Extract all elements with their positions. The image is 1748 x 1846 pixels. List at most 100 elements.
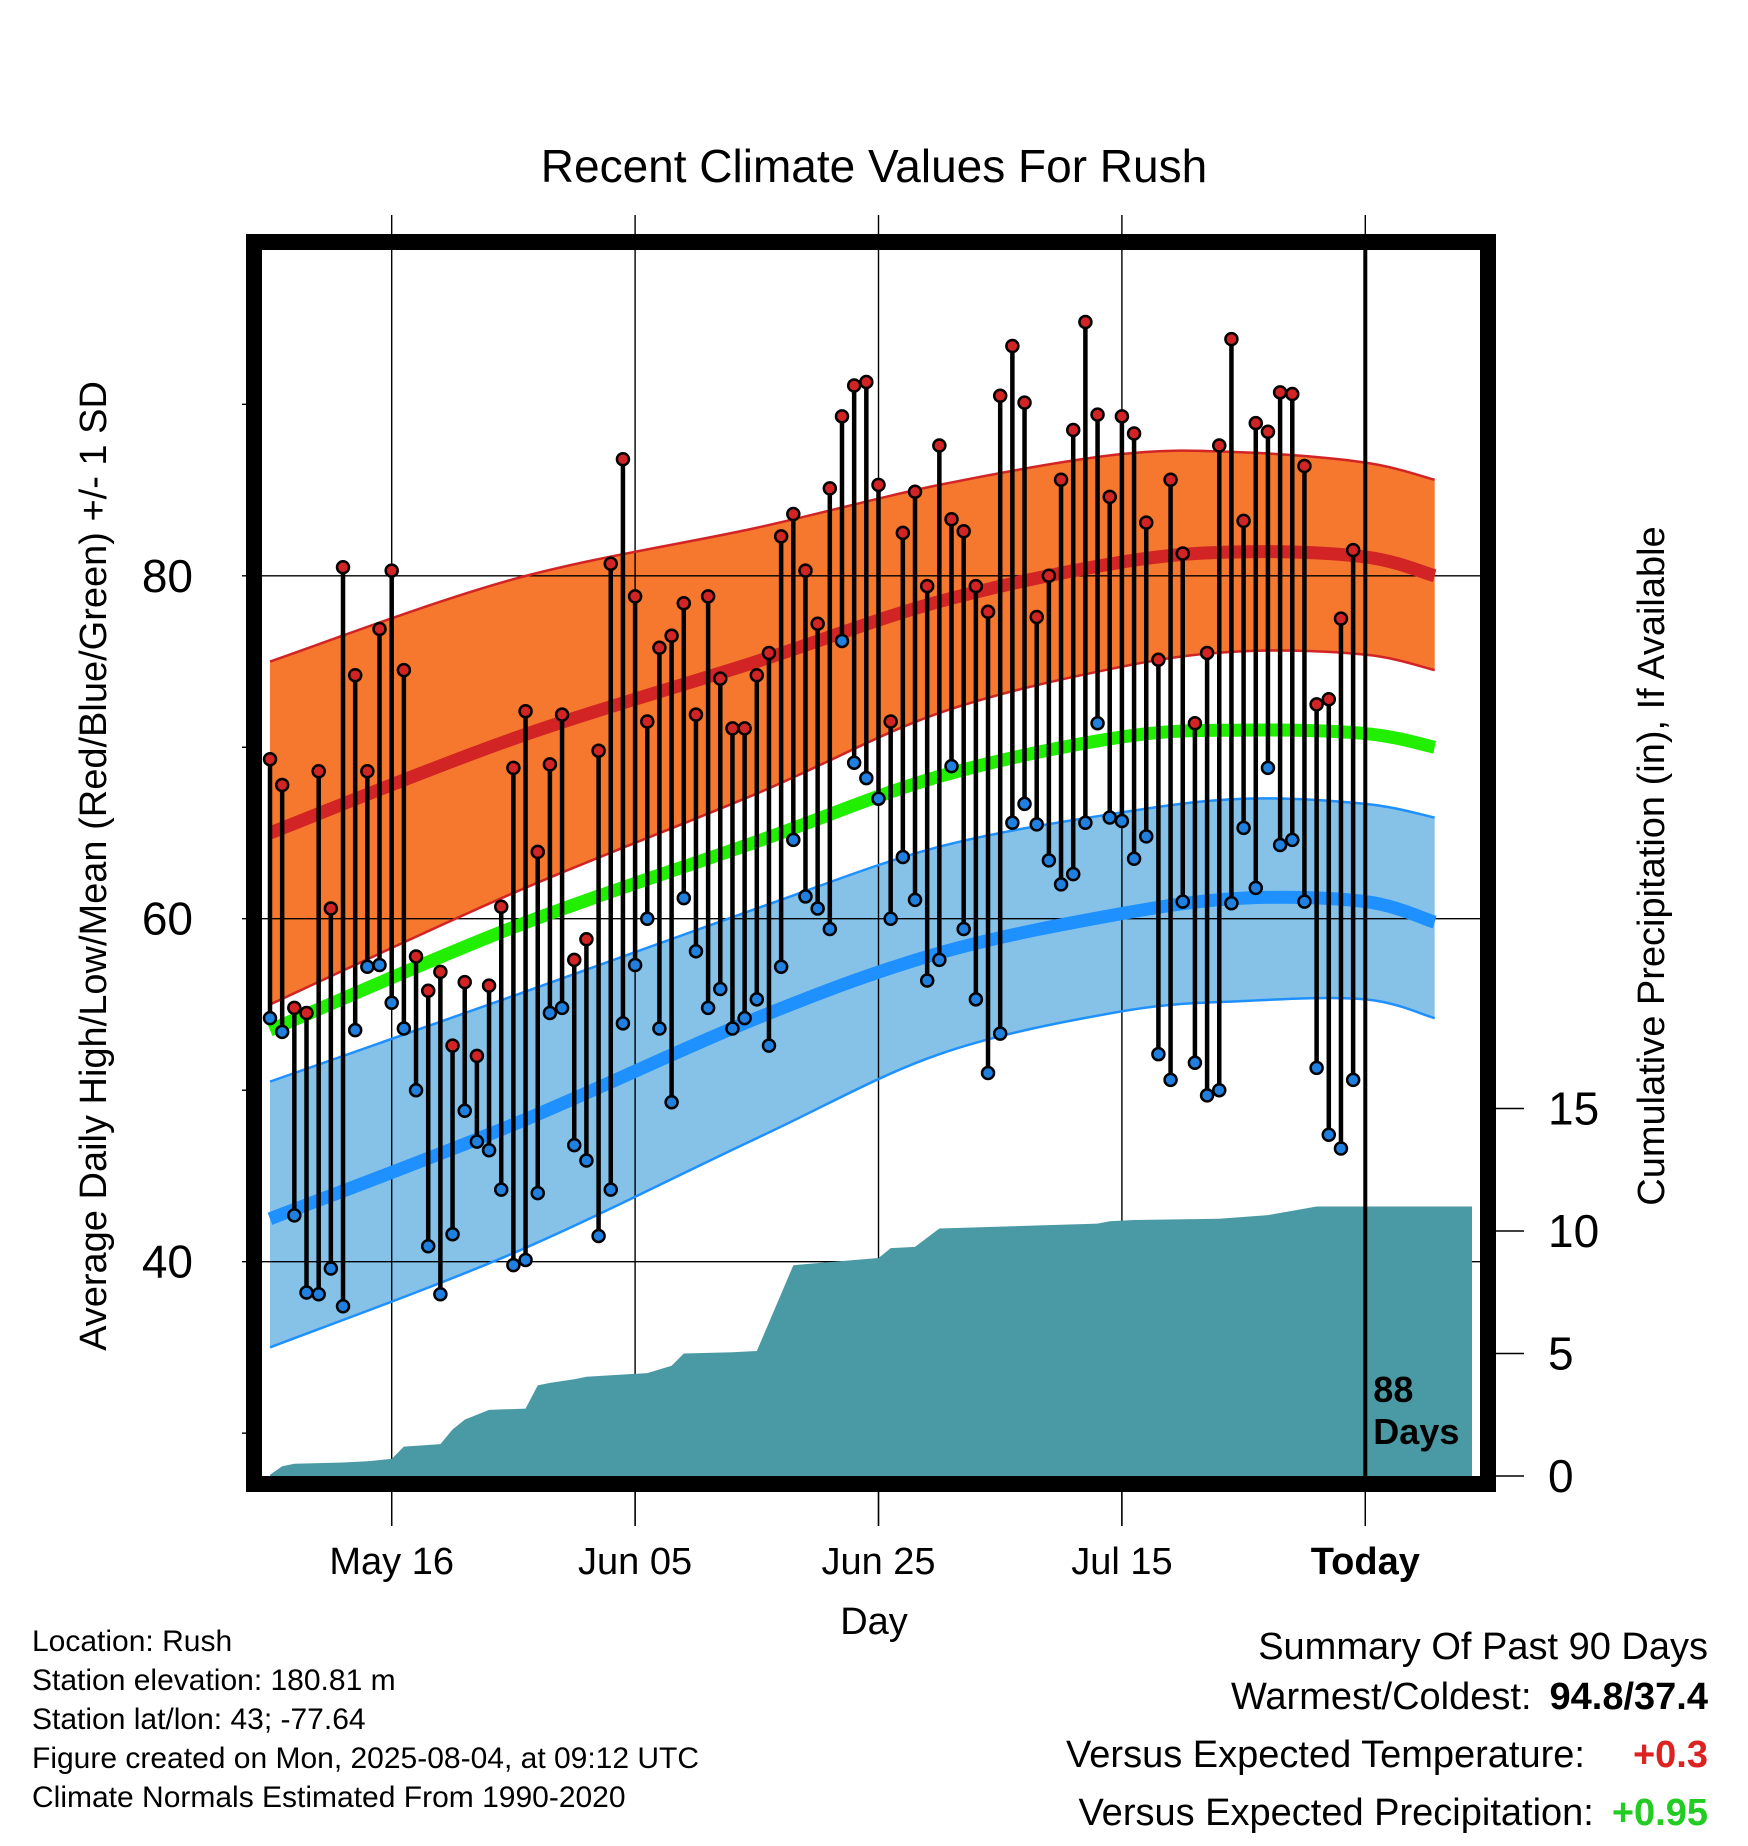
daily-high-point-35 xyxy=(688,707,704,722)
daily-high-point-6 xyxy=(335,559,351,575)
daily-high-point-60 xyxy=(992,388,1008,403)
daily-high-point-11 xyxy=(396,662,412,678)
daily-low-point-15 xyxy=(445,1226,460,1242)
daily-high-point-2 xyxy=(287,1000,302,1016)
daily-high-point-55 xyxy=(932,438,947,453)
warm-cold-value: 94.8/37.4 xyxy=(1549,1676,1708,1718)
daily-high-point-81 xyxy=(1248,415,1264,431)
daily-low-point-88 xyxy=(1333,1141,1349,1156)
y-tick-label-80: 80 xyxy=(142,550,193,602)
daily-low-point-13 xyxy=(420,1238,436,1254)
daily-low-point-7 xyxy=(347,1022,363,1038)
daily-low-point-45 xyxy=(810,901,825,916)
daily-low-point-55 xyxy=(932,952,947,968)
daily-high-point-21 xyxy=(518,704,533,719)
daily-high-point-67 xyxy=(1078,314,1093,330)
warm-cold-label: Warmest/Coldest: xyxy=(1230,1676,1532,1718)
daily-high-point-20 xyxy=(506,760,521,776)
daily-low-point-60 xyxy=(992,1026,1008,1041)
daily-low-point-42 xyxy=(773,959,789,974)
station-info: Location: Rush Station elevation: 180.81… xyxy=(32,1622,699,1817)
daily-high-point-65 xyxy=(1053,472,1069,488)
daily-high-point-61 xyxy=(1005,338,1020,354)
daily-high-point-22 xyxy=(530,844,545,860)
daily-low-point-59 xyxy=(980,1065,996,1081)
daily-low-point-53 xyxy=(907,892,923,908)
daily-low-point-62 xyxy=(1017,796,1032,812)
today-marker-label-2: Days xyxy=(1373,1411,1459,1452)
precip-anomaly-label: Versus Expected Precipitation: xyxy=(1078,1792,1594,1834)
daily-low-point-29 xyxy=(615,1016,631,1031)
daily-high-point-48 xyxy=(846,378,862,393)
daily-high-point-74 xyxy=(1163,472,1178,488)
daily-high-point-4 xyxy=(311,764,326,779)
daily-low-point-73 xyxy=(1151,1046,1166,1062)
daily-high-point-12 xyxy=(408,949,424,964)
daily-low-point-5 xyxy=(323,1261,339,1276)
precip-anomaly-value: +0.95 xyxy=(1611,1792,1708,1834)
daily-low-point-89 xyxy=(1345,1072,1361,1088)
daily-low-point-0 xyxy=(262,1010,278,1026)
daily-low-point-68 xyxy=(1090,716,1105,731)
daily-high-point-68 xyxy=(1090,407,1105,422)
info-elevation: Station elevation: 180.81 m xyxy=(32,1664,396,1697)
daily-high-point-76 xyxy=(1187,716,1203,731)
daily-high-point-17 xyxy=(469,1048,485,1064)
daily-low-point-77 xyxy=(1199,1088,1215,1103)
daily-low-point-14 xyxy=(433,1286,448,1302)
info-location: Location: Rush xyxy=(32,1625,233,1658)
daily-high-point-50 xyxy=(871,477,886,493)
daily-high-point-1 xyxy=(274,777,290,793)
daily-high-point-70 xyxy=(1114,409,1130,424)
daily-high-point-75 xyxy=(1175,546,1190,561)
daily-low-point-35 xyxy=(688,944,704,959)
daily-low-point-57 xyxy=(956,921,971,937)
daily-low-point-25 xyxy=(567,1137,582,1153)
daily-low-point-44 xyxy=(798,889,813,904)
y-tick-label-40: 40 xyxy=(142,1236,193,1288)
daily-low-point-38 xyxy=(725,1021,740,1036)
daily-high-point-16 xyxy=(457,974,472,990)
daily-low-point-28 xyxy=(603,1182,619,1197)
daily-high-point-39 xyxy=(737,721,752,736)
daily-high-point-40 xyxy=(749,667,765,683)
daily-low-point-67 xyxy=(1078,815,1093,830)
daily-high-point-80 xyxy=(1236,513,1251,529)
daily-high-point-52 xyxy=(895,525,911,541)
daily-high-point-47 xyxy=(834,409,850,424)
daily-high-point-13 xyxy=(420,983,436,998)
daily-high-point-10 xyxy=(384,563,399,578)
daily-high-point-56 xyxy=(944,511,959,527)
x-axis-label: Day xyxy=(840,1601,908,1643)
daily-low-point-37 xyxy=(713,981,728,997)
daily-low-point-1 xyxy=(274,1024,290,1040)
x-tick-label-5: Today xyxy=(1311,1541,1420,1583)
daily-high-point-9 xyxy=(372,621,387,637)
daily-high-point-78 xyxy=(1212,438,1227,453)
daily-low-point-66 xyxy=(1065,866,1081,882)
daily-high-point-28 xyxy=(603,556,619,572)
daily-high-point-5 xyxy=(323,901,339,916)
daily-low-point-63 xyxy=(1029,817,1044,832)
daily-low-point-64 xyxy=(1041,853,1057,868)
daily-high-point-49 xyxy=(859,374,874,390)
daily-high-point-82 xyxy=(1260,424,1276,440)
daily-high-point-19 xyxy=(493,899,509,914)
plot-frame xyxy=(246,234,1496,1492)
daily-high-point-32 xyxy=(652,640,667,656)
daily-low-point-3 xyxy=(299,1285,314,1300)
daily-low-point-30 xyxy=(627,957,643,973)
daily-high-point-69 xyxy=(1102,489,1117,505)
daily-high-point-46 xyxy=(822,481,838,496)
daily-low-point-36 xyxy=(700,1000,716,1016)
y2-tick-label-15: 15 xyxy=(1548,1083,1599,1135)
daily-low-point-69 xyxy=(1102,810,1117,825)
daily-high-point-0 xyxy=(262,752,278,767)
daily-high-point-36 xyxy=(700,589,716,604)
daily-high-point-31 xyxy=(640,714,655,729)
y2-tick-label-5: 5 xyxy=(1548,1328,1574,1380)
daily-low-point-74 xyxy=(1163,1072,1178,1088)
daily-high-point-7 xyxy=(347,667,363,683)
y2-tick-label-0: 0 xyxy=(1548,1450,1574,1502)
